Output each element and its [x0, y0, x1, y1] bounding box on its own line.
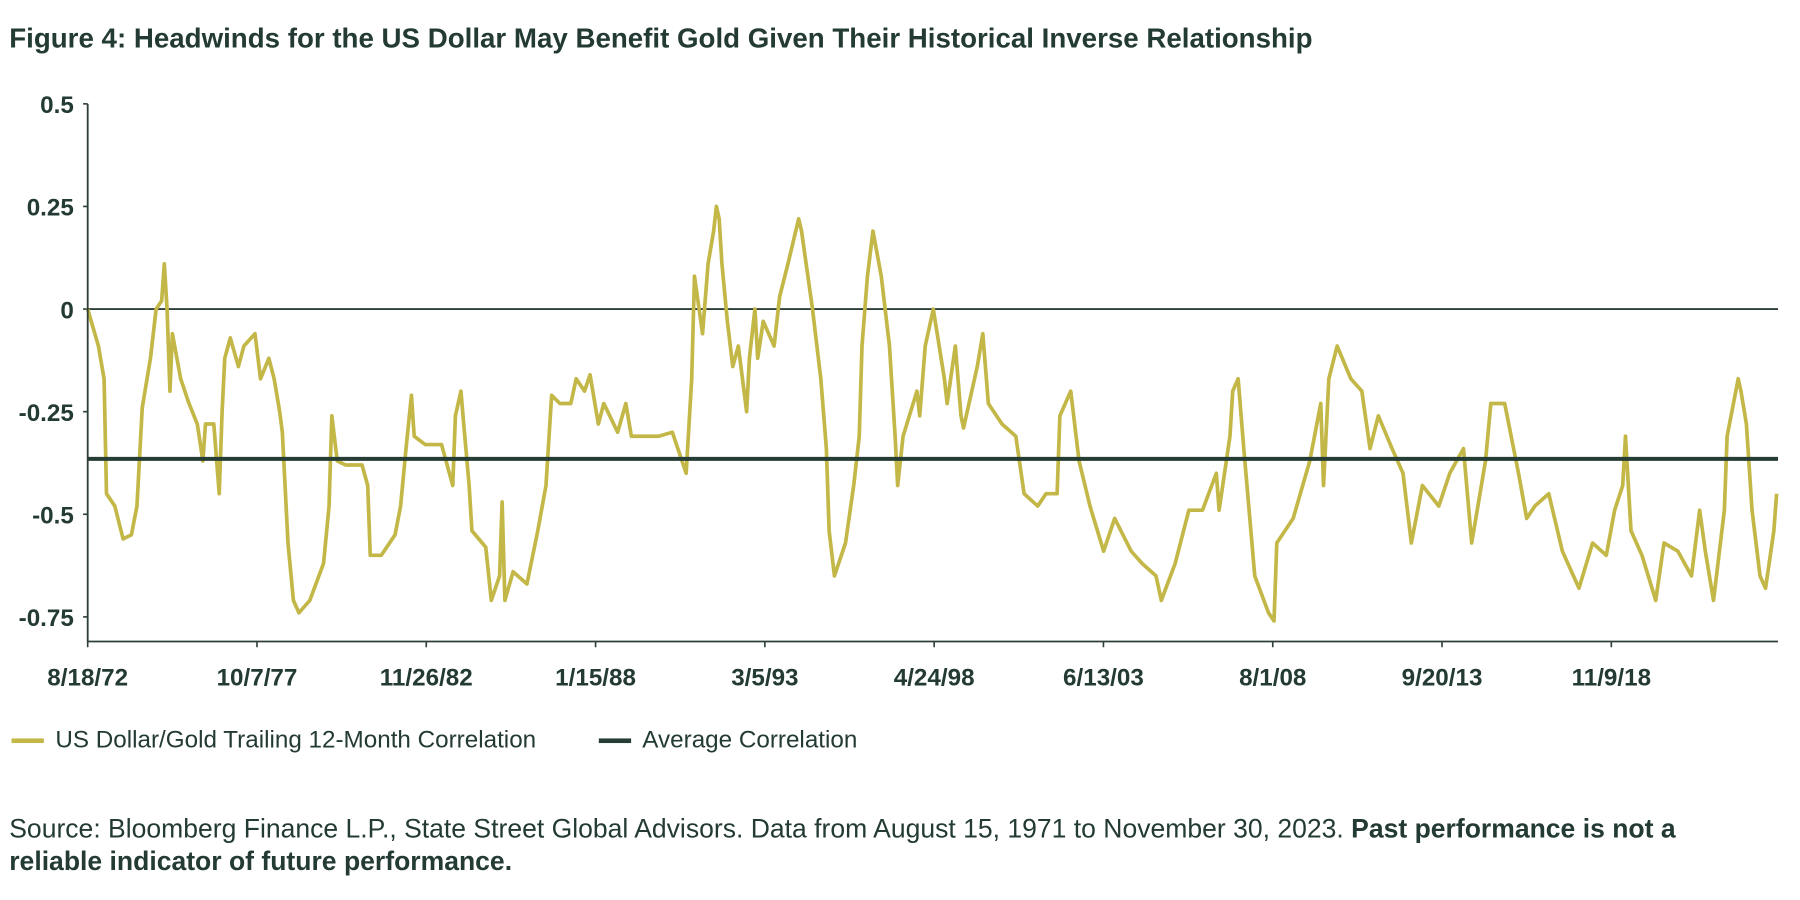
series-line-usd-gold-correlation	[85, 204, 1779, 623]
legend-item-correlation: US Dollar/Gold Trailing 12-Month Correla…	[11, 726, 537, 755]
x-tick-label: 6/13/03	[1063, 664, 1144, 691]
x-tick-label: 8/1/08	[1239, 664, 1306, 691]
y-tick-label: 0	[60, 297, 73, 324]
x-tick-label: 8/18/72	[47, 664, 128, 691]
disclaimer-text: Past performance is not a reliable indic…	[9, 813, 1676, 876]
x-tick-label: 9/20/13	[1402, 664, 1483, 691]
x-tick-label: 11/9/18	[1572, 664, 1651, 691]
source-text: Source: Bloomberg Finance L.P., State St…	[9, 813, 1352, 844]
legend: US Dollar/Gold Trailing 12-Month Correla…	[11, 726, 920, 755]
x-axis-ticks: 8/18/72 10/7/77 11/26/82 1/15/88 3/5/93 4/24/…	[47, 641, 1651, 691]
chart-title: Figure 4: Headwinds for the US Dollar Ma…	[9, 23, 1313, 55]
x-tick-label: 4/24/98	[894, 664, 975, 691]
y-tick-label: 0.5	[40, 92, 74, 119]
y-tick-label: -0.25	[19, 400, 74, 427]
y-tick-label: -0.5	[32, 503, 74, 530]
legend-swatch-gold	[11, 738, 44, 744]
legend-swatch-dark-green	[598, 738, 631, 744]
y-tick-label: 0.25	[27, 195, 74, 222]
legend-item-average: Average Correlation	[598, 727, 857, 755]
source-note: Source: Bloomberg Finance L.P., State St…	[9, 812, 1740, 877]
x-tick-label: 3/5/93	[731, 664, 798, 691]
y-axis-ticks: 0.5 0.25 0 -0.25 -0.5 -0.75	[19, 92, 88, 632]
legend-label: Average Correlation	[642, 726, 858, 754]
line-chart: 0.5 0.25 0 -0.25 -0.5 -0.75 8/18/72 10/7/77 11/…	[19, 92, 1779, 691]
x-tick-label: 10/7/77	[217, 664, 298, 691]
x-tick-label: 11/26/82	[380, 664, 473, 691]
y-tick-label: -0.75	[19, 605, 74, 632]
legend-label: US Dollar/Gold Trailing 12-Month Correla…	[55, 726, 537, 754]
x-tick-label: 1/15/88	[555, 664, 636, 691]
